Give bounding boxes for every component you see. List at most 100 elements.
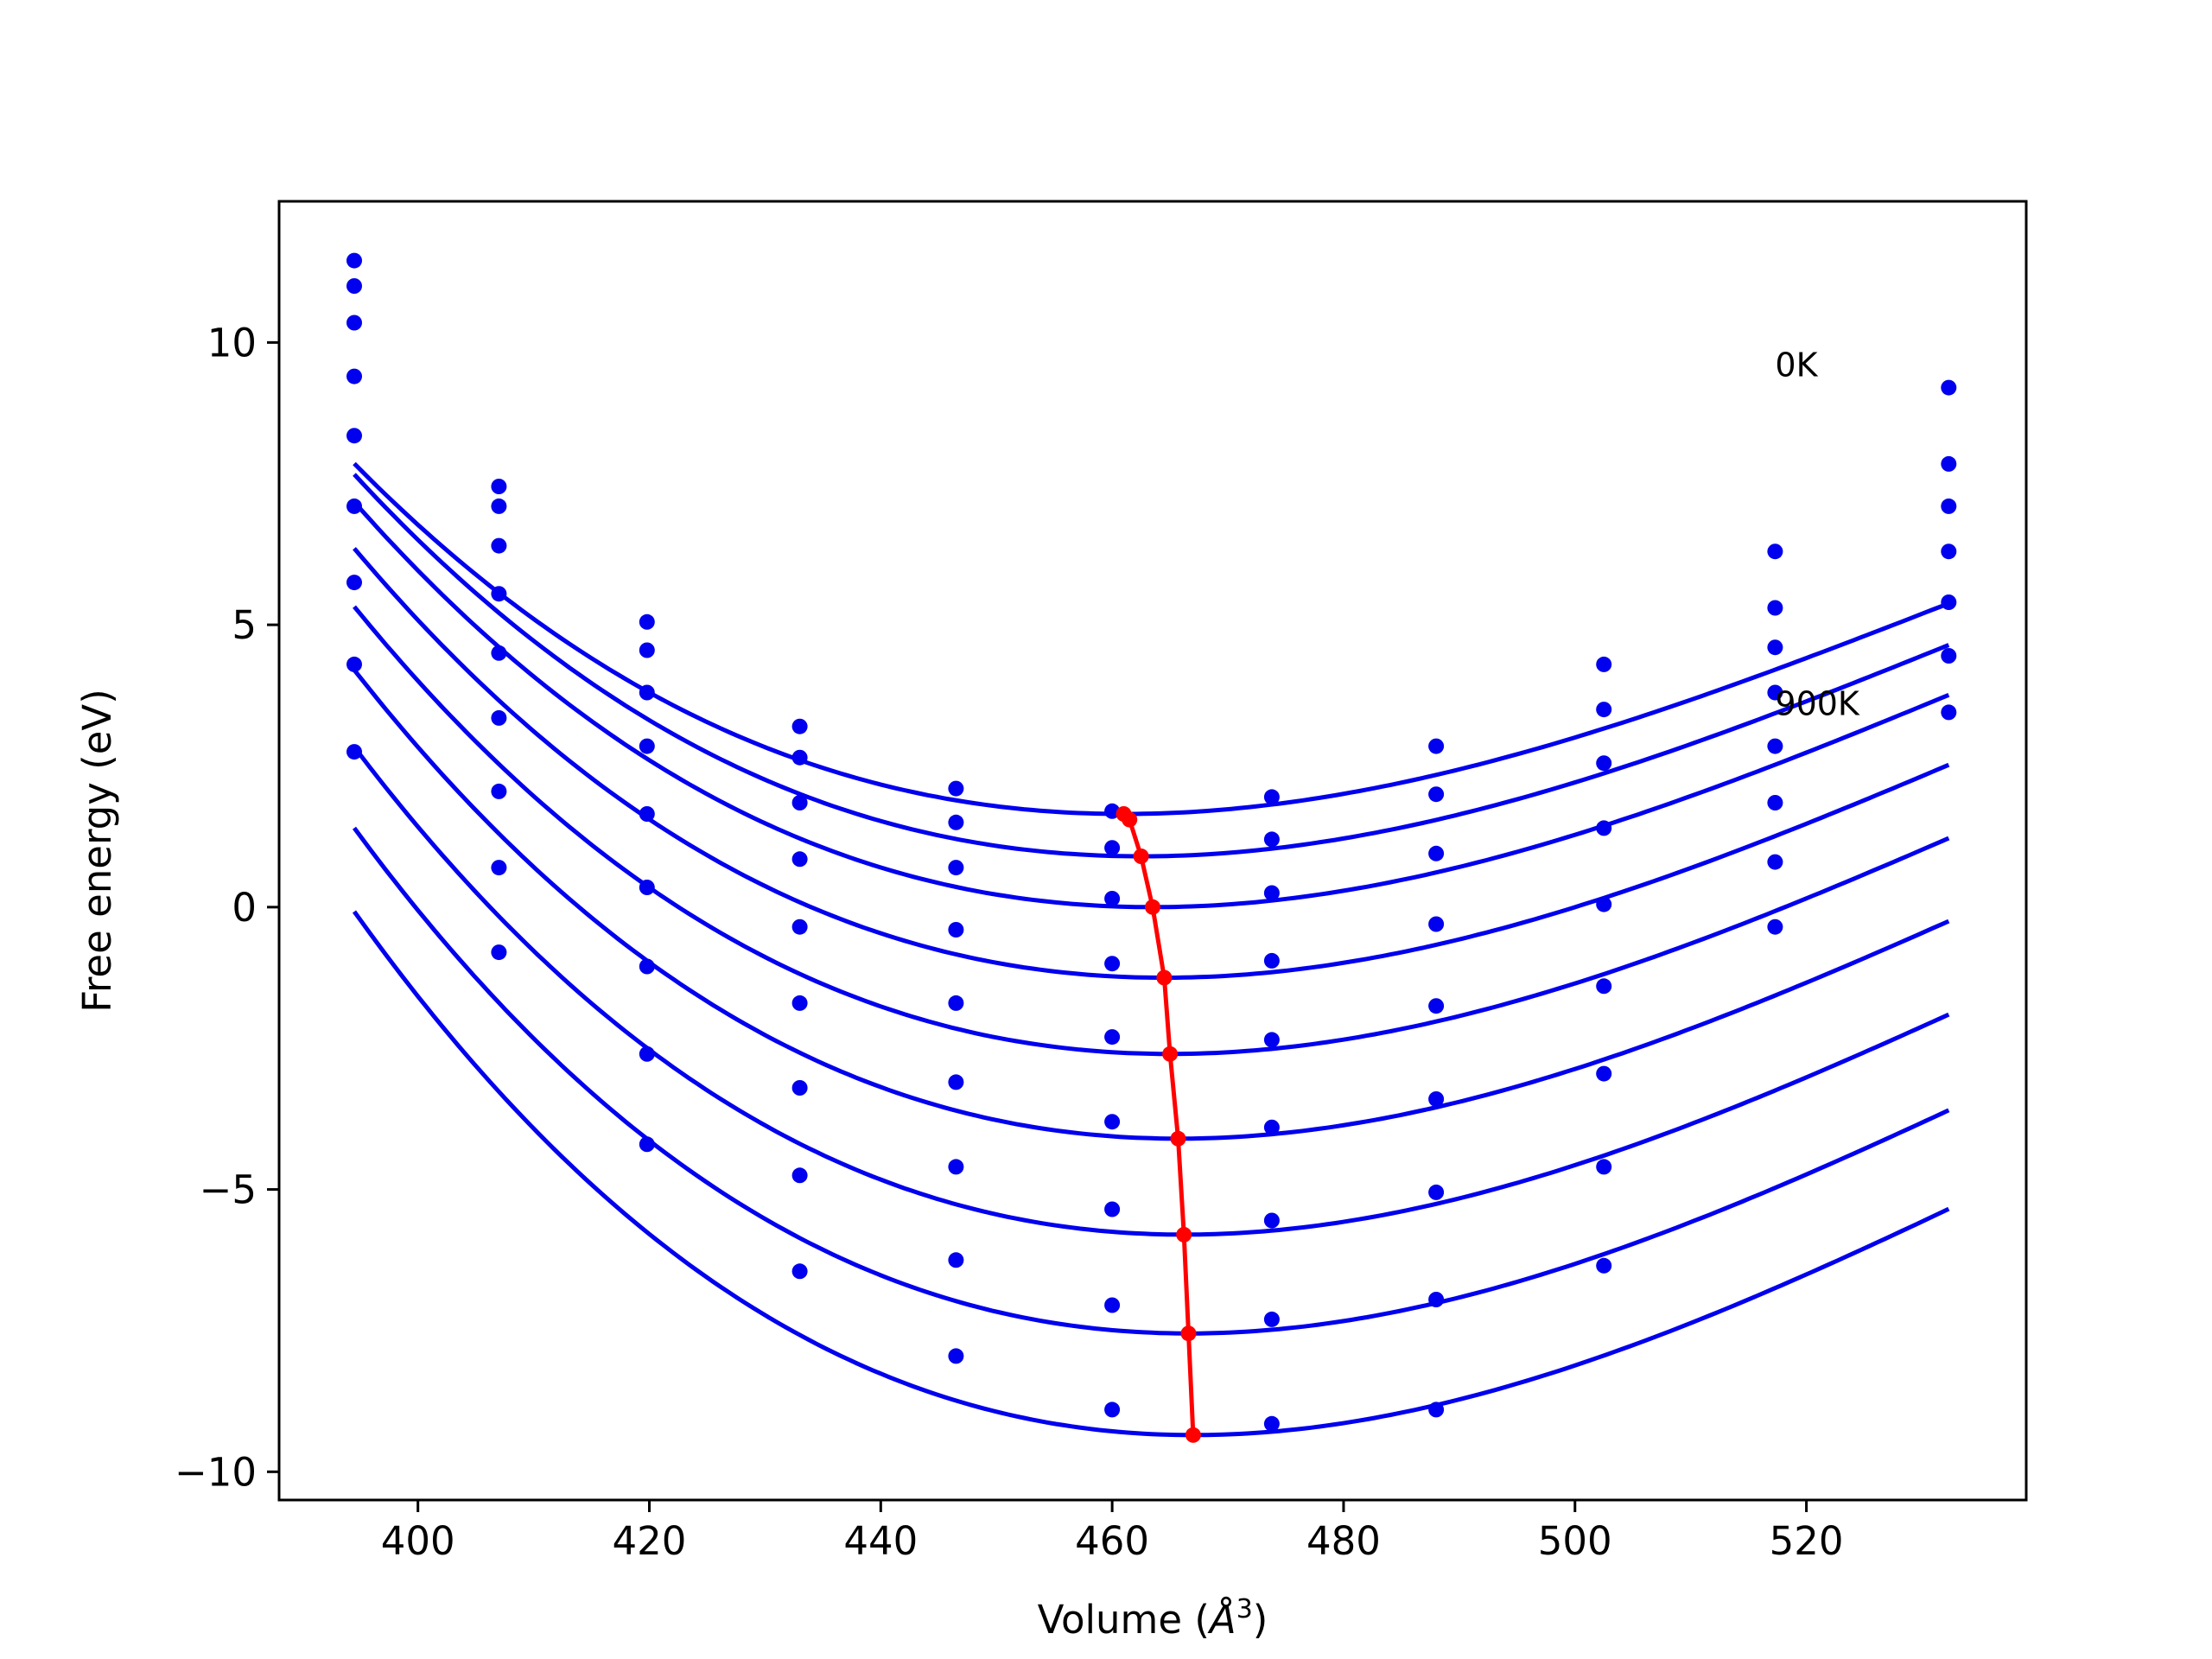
x-axis-label: Volume (Å3) xyxy=(1038,1594,1268,1643)
fit-curve-1 xyxy=(353,461,1950,817)
data-point xyxy=(1596,820,1612,836)
x-axis-label-unit: Å xyxy=(1207,1597,1236,1643)
data-point xyxy=(1263,831,1280,848)
data-point xyxy=(948,814,964,830)
data-point xyxy=(1428,786,1445,803)
data-point xyxy=(1941,498,1957,514)
x-axis-label-exponent: 3 xyxy=(1236,1594,1253,1624)
data-point xyxy=(491,537,507,554)
data-point xyxy=(346,428,362,444)
data-point xyxy=(1596,656,1612,672)
plot-frame xyxy=(277,200,2028,1502)
x-tick-label: 420 xyxy=(613,1518,687,1564)
annotations: 0K 900K xyxy=(1775,346,1860,723)
y-tick-label: −5 xyxy=(200,1167,257,1213)
y-axis-ticks: −10 −5 0 5 10 xyxy=(175,320,279,1495)
data-point xyxy=(1263,1311,1280,1327)
minima-line xyxy=(1116,806,1201,1443)
data-point xyxy=(1767,738,1783,754)
minimum-point xyxy=(1156,969,1173,986)
minima-polyline xyxy=(1122,812,1196,1435)
data-point xyxy=(1104,840,1121,856)
data-point xyxy=(791,1263,808,1280)
data-point xyxy=(1941,704,1957,721)
data-point xyxy=(1941,455,1957,472)
data-point xyxy=(1263,1032,1280,1048)
data-point xyxy=(791,1167,808,1184)
data-point xyxy=(1428,1402,1445,1418)
minimum-point xyxy=(1170,1130,1186,1147)
data-point xyxy=(346,656,362,672)
data-point xyxy=(1767,600,1783,616)
data-point xyxy=(491,645,507,661)
data-point xyxy=(1263,1212,1280,1229)
data-point xyxy=(1596,1159,1612,1175)
minimum-point xyxy=(1122,811,1138,828)
data-point xyxy=(639,684,655,701)
data-point xyxy=(639,880,655,895)
data-point xyxy=(1941,594,1957,610)
x-tick-label: 400 xyxy=(381,1518,455,1564)
data-points xyxy=(346,252,1957,1432)
y-tick-label: 10 xyxy=(207,320,257,365)
data-point xyxy=(791,749,808,766)
data-point xyxy=(639,738,655,754)
minimum-point xyxy=(1180,1325,1197,1342)
minimum-point xyxy=(1176,1226,1192,1243)
data-point xyxy=(1767,854,1783,870)
data-point xyxy=(1104,1402,1121,1418)
minimum-point xyxy=(1162,1046,1179,1062)
data-point xyxy=(1428,1292,1445,1307)
y-tick-label: 0 xyxy=(232,885,257,931)
data-point xyxy=(948,995,964,1011)
data-point xyxy=(639,642,655,658)
data-point xyxy=(1104,956,1121,972)
minimum-point xyxy=(1185,1427,1201,1443)
data-point xyxy=(491,783,507,799)
data-point xyxy=(1104,1201,1121,1217)
data-point xyxy=(1104,1297,1121,1313)
data-point xyxy=(346,368,362,385)
data-point xyxy=(1428,998,1445,1014)
data-point xyxy=(346,252,362,269)
data-point xyxy=(948,1159,964,1175)
y-axis-label: Free energy (eV) xyxy=(74,689,120,1012)
data-point xyxy=(1428,1091,1445,1107)
data-point xyxy=(1428,845,1445,861)
data-point xyxy=(639,1046,655,1062)
data-point xyxy=(346,744,362,760)
data-point xyxy=(1767,684,1783,701)
data-point xyxy=(1767,639,1783,656)
data-point xyxy=(491,944,507,961)
data-point xyxy=(1941,379,1957,396)
data-point xyxy=(791,995,808,1011)
data-point xyxy=(346,278,362,294)
data-point xyxy=(639,958,655,975)
y-tick-label: 5 xyxy=(232,602,257,648)
data-point xyxy=(948,860,964,876)
data-point xyxy=(791,718,808,734)
data-point xyxy=(1596,978,1612,995)
data-point xyxy=(1941,543,1957,560)
data-point xyxy=(1104,891,1121,906)
data-point xyxy=(1263,885,1280,901)
data-point xyxy=(639,613,655,630)
minimum-point xyxy=(1145,899,1160,915)
data-point xyxy=(1596,1257,1612,1274)
data-point xyxy=(791,1080,808,1096)
data-point xyxy=(639,806,655,822)
data-point xyxy=(791,851,808,868)
data-point xyxy=(791,918,808,935)
data-point xyxy=(1596,702,1612,718)
data-point xyxy=(1428,738,1445,754)
fit-curve-5 xyxy=(353,605,1950,1057)
data-point xyxy=(1428,916,1445,932)
data-point xyxy=(491,709,507,726)
minimum-point xyxy=(1133,849,1149,864)
fit-curve-2 xyxy=(353,473,1950,859)
data-point xyxy=(491,586,507,602)
x-tick-label: 520 xyxy=(1770,1518,1844,1564)
fit-curve-8 xyxy=(352,826,1950,1336)
x-tick-label: 480 xyxy=(1306,1518,1381,1564)
